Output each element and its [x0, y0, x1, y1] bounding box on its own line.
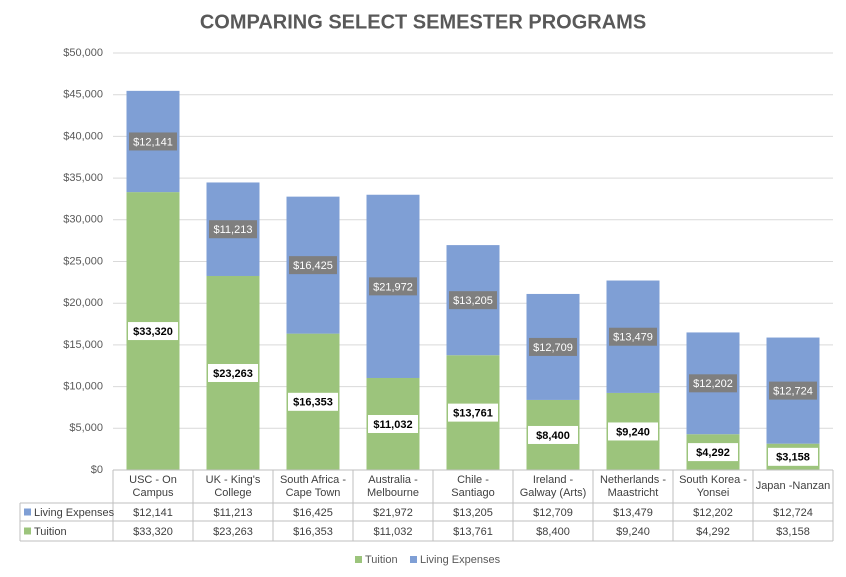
data-label-box	[449, 291, 497, 310]
data-label-box	[528, 425, 578, 444]
y-tick-label: $35,000	[63, 172, 103, 184]
table-row-label: Living Expenses	[34, 507, 115, 519]
category-cell: South Korea - Yonsei	[679, 473, 747, 499]
category-cell: Japan -Nanzan	[755, 480, 831, 492]
table-legend-key	[24, 508, 31, 516]
y-tick-label: $20,000	[63, 297, 103, 309]
y-tick-label: $30,000	[63, 214, 103, 226]
table-cell: $13,479	[613, 507, 653, 519]
data-label-box	[448, 403, 498, 422]
data-label: $4,292	[696, 447, 730, 459]
data-label: $23,263	[213, 368, 253, 380]
legend-label: Living Expenses	[420, 554, 501, 566]
table-cell: $21,972	[373, 507, 413, 519]
table-cell: $16,425	[293, 507, 333, 519]
category-cell: Chile - Santiago	[451, 473, 495, 499]
table-cell: $13,761	[453, 526, 493, 538]
table-cell: $33,320	[133, 526, 173, 538]
table-cell: $4,292	[696, 526, 730, 538]
data-label: $11,213	[214, 224, 253, 236]
x-tick-label: USC - On Campus	[129, 473, 177, 499]
y-tick-label: $25,000	[63, 255, 103, 267]
category-cell: South Africa - Cape Town	[279, 473, 347, 499]
data-label-box	[289, 256, 337, 275]
x-tick-label: Australia - Melbourne	[367, 473, 419, 499]
data-label: $16,425	[293, 260, 333, 272]
table-row-label: Tuition	[34, 526, 67, 538]
data-label: $16,353	[293, 397, 333, 409]
data-label-box	[529, 337, 577, 356]
data-label-box	[608, 422, 658, 441]
data-label-box	[128, 322, 178, 341]
table-cell: $12,709	[533, 507, 573, 519]
data-label: $8,400	[536, 430, 570, 442]
y-tick-label: $50,000	[63, 47, 103, 59]
x-tick-label: Netherlands - Maastricht	[599, 473, 667, 499]
data-label: $21,972	[373, 281, 413, 293]
table-cell: $23,263	[213, 526, 253, 538]
data-label-box	[368, 414, 418, 433]
table-cell: $12,202	[693, 507, 733, 519]
data-label-box	[209, 220, 257, 239]
table-cell: $11,213	[214, 507, 253, 519]
x-tick-label: Japan -Nanzan	[755, 480, 831, 492]
y-tick-label: $0	[91, 464, 103, 476]
y-tick-label: $40,000	[63, 130, 103, 142]
y-tick-label: $45,000	[63, 89, 103, 101]
data-label: $12,202	[693, 378, 733, 390]
legend-label: Tuition	[365, 554, 398, 566]
category-cell: Netherlands - Maastricht	[599, 473, 667, 499]
y-tick-label: $10,000	[63, 381, 103, 393]
table-cell: $12,724	[773, 507, 813, 519]
table-legend-key	[24, 527, 31, 535]
data-label: $13,761	[453, 408, 493, 420]
table-cell: $13,205	[453, 507, 493, 519]
data-label-box	[129, 132, 177, 151]
data-label-box	[768, 447, 818, 466]
chart-title: COMPARING SELECT SEMESTER PROGRAMS	[200, 11, 646, 33]
data-label-box	[208, 363, 258, 382]
data-label-box	[688, 443, 738, 462]
data-label: $12,724	[773, 386, 813, 398]
y-tick-label: $5,000	[69, 422, 103, 434]
data-label: $33,320	[133, 326, 173, 338]
data-label-box	[288, 392, 338, 411]
data-label: $13,479	[613, 332, 653, 344]
table-cell: $11,032	[374, 526, 413, 538]
data-label-box	[769, 381, 817, 400]
x-tick-label: UK - King's College	[205, 473, 261, 499]
data-label: $13,205	[453, 295, 493, 307]
category-cell: UK - King's College	[205, 473, 261, 499]
category-cell: USC - On Campus	[129, 473, 177, 499]
data-label: $12,141	[133, 136, 173, 148]
category-cell: Ireland - Galway (Arts)	[519, 473, 587, 499]
legend-key	[410, 556, 417, 563]
x-tick-label: Chile - Santiago	[451, 473, 495, 499]
y-tick-label: $15,000	[63, 339, 103, 351]
table-cell: $9,240	[616, 526, 650, 538]
table-cell: $12,141	[133, 507, 173, 519]
x-tick-label: South Africa - Cape Town	[279, 473, 347, 499]
data-label-box	[689, 374, 737, 393]
category-cell: Australia - Melbourne	[367, 473, 419, 499]
data-label-box	[609, 327, 657, 346]
data-label: $12,709	[533, 342, 573, 354]
data-label-box	[369, 277, 417, 296]
x-tick-label: South Korea - Yonsei	[679, 473, 747, 499]
table-cell: $8,400	[536, 526, 570, 538]
table-cell: $3,158	[776, 526, 810, 538]
data-label: $3,158	[776, 452, 810, 464]
data-label: $11,032	[373, 419, 412, 431]
table-cell: $16,353	[293, 526, 333, 538]
x-tick-label: Ireland - Galway (Arts)	[519, 473, 587, 499]
data-label: $9,240	[616, 426, 650, 438]
legend-key	[355, 556, 362, 563]
